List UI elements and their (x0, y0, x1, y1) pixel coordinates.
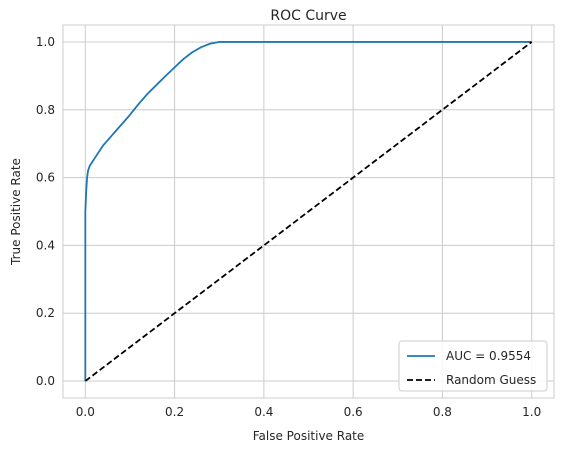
y-tick-label-4: 0.8 (36, 103, 55, 117)
x-axis-title: False Positive Rate (253, 429, 365, 443)
x-tick-label-4: 0.8 (433, 405, 452, 419)
y-tick-label-2: 0.4 (36, 238, 55, 252)
x-tick-label-0: 0.0 (76, 405, 95, 419)
legend-label-random-guess: Random Guess (446, 373, 536, 387)
series-line-auc (84, 41, 532, 382)
series-line-random-guess (84, 41, 533, 382)
x-tick-label-2: 0.4 (254, 405, 273, 419)
legend: AUC = 0.9554 Random Guess (398, 340, 548, 392)
y-tick-label-5: 1.0 (36, 35, 55, 49)
legend-label-auc: AUC = 0.9554 (446, 349, 531, 363)
chart-title: ROC Curve (270, 8, 346, 24)
legend-box (398, 340, 548, 392)
y-tick-label-1: 0.2 (36, 306, 55, 320)
x-tick-label-3: 0.6 (344, 405, 363, 419)
tick-labels: 0.0 0.2 0.4 0.6 0.8 1.0 0.0 0.2 0.4 0.6 0.8 1.0 (36, 35, 541, 419)
y-tick-label-0: 0.0 (36, 374, 55, 388)
series-group (84, 41, 533, 382)
x-tick-label-1: 0.2 (165, 405, 184, 419)
y-tick-label-3: 0.6 (36, 171, 55, 185)
x-tick-label-5: 1.0 (522, 405, 541, 419)
y-axis-title: True Positive Rate (9, 158, 23, 266)
